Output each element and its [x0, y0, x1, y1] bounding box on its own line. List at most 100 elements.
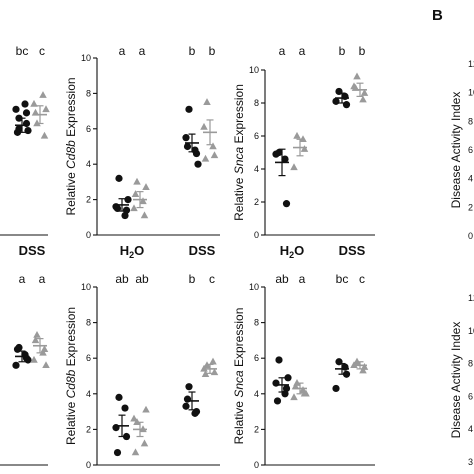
significance-letter: a [299, 44, 306, 58]
data-point-dss-marker [300, 145, 309, 152]
data-point-h2o-marker [24, 356, 32, 364]
y-tick-label: 8 [254, 98, 259, 108]
x-category-label: H2O [120, 243, 145, 260]
data-point-h2o-marker [113, 204, 122, 213]
y-tick-label: 12 [468, 59, 474, 69]
data-point-dss-marker [42, 105, 50, 113]
significance-letter: a [19, 272, 26, 286]
x-category-label: DSS [189, 243, 216, 258]
significance-letter: c [39, 44, 45, 58]
data-point-h2o-marker [273, 397, 282, 405]
significance-letter: ab [135, 272, 149, 286]
y-tick-label: 0 [86, 460, 91, 470]
data-point-dss-marker [293, 131, 301, 139]
data-point-h2o-marker [13, 345, 22, 353]
y-tick-label: 6 [86, 353, 91, 363]
data-point-dss-marker [39, 91, 47, 98]
data-point-dss-marker [33, 330, 41, 338]
data-point-h2o-marker [113, 448, 122, 457]
significance-letter: b [209, 44, 216, 58]
significance-letter: a [299, 272, 306, 286]
significance-letter: c [209, 272, 215, 286]
data-point-h2o-marker [342, 370, 351, 378]
y-tick-label: 4 [468, 424, 473, 434]
data-point-dss-marker [290, 393, 298, 401]
data-point-h2o-marker [13, 128, 22, 136]
data-point-dss-marker [359, 95, 367, 103]
y-tick-label: 6 [254, 353, 259, 363]
data-point-dss-marker [302, 389, 310, 397]
data-point-h2o-marker [185, 105, 193, 113]
data-point-h2o-marker [121, 211, 129, 220]
data-point-dss-marker [130, 204, 138, 212]
data-point-h2o-marker [115, 393, 123, 401]
y-tick-label: 8 [86, 88, 91, 98]
significance-letter: b [189, 44, 196, 58]
x-category-label: H2O [280, 243, 305, 260]
significance-letter: ab [115, 272, 129, 286]
y-tick-label: 2 [468, 202, 473, 212]
data-point-dss-marker [360, 88, 369, 96]
y-axis-title: Relative Snca Expression [232, 308, 246, 445]
data-point-h2o-marker [284, 374, 292, 382]
data-point-dss-marker [142, 405, 150, 413]
y-axis-title: Relative Cd8b Expression [64, 307, 78, 445]
data-point-h2o-marker [121, 404, 129, 412]
data-point-h2o-marker [183, 142, 192, 151]
y-tick-label: 4 [254, 164, 259, 174]
data-point-dss-marker [31, 336, 40, 344]
y-tick-label: 8 [86, 318, 91, 328]
data-point-dss-marker [40, 131, 49, 139]
data-point-h2o-marker [12, 361, 20, 369]
x-category-label: DSS [339, 243, 366, 258]
data-point-dss-marker [30, 355, 38, 363]
data-point-dss-marker [290, 163, 298, 171]
data-point-h2o-marker [282, 200, 291, 208]
data-point-h2o-marker [182, 134, 190, 142]
y-axis-title: Relative Cd8b Expression [64, 77, 78, 215]
data-point-h2o-marker [22, 109, 31, 117]
data-point-dss-marker [42, 361, 50, 369]
y-tick-label: 3 [468, 457, 473, 467]
y-tick-label: 8 [468, 116, 473, 126]
data-point-dss-marker [299, 386, 307, 393]
data-point-h2o-marker [185, 383, 193, 391]
significance-letter: c [359, 272, 365, 286]
y-tick-label: 2 [86, 195, 91, 205]
significance-letter: b [339, 44, 346, 58]
data-point-h2o-marker [342, 101, 351, 109]
y-tick-label: 2 [254, 197, 259, 207]
data-point-dss-marker [140, 211, 149, 219]
y-tick-label: 6 [468, 391, 473, 401]
data-point-h2o-marker [124, 196, 132, 204]
data-point-dss-marker [200, 122, 208, 130]
significance-letter: bc [336, 272, 349, 286]
y-axis-title: Disease Activity Index [449, 322, 463, 439]
y-tick-label: 0 [254, 230, 259, 240]
y-tick-label: 0 [468, 231, 473, 241]
data-point-dss-marker [359, 366, 367, 374]
y-tick-label: 12 [468, 293, 474, 303]
y-tick-label: 6 [254, 131, 259, 141]
data-point-dss-marker [210, 151, 219, 159]
data-point-dss-marker [30, 99, 38, 107]
significance-letter: b [359, 44, 366, 58]
data-point-h2o-marker [194, 160, 202, 168]
x-category-label: DSS [19, 243, 46, 258]
data-point-dss-marker [201, 370, 210, 377]
y-tick-label: 8 [468, 359, 473, 369]
data-point-dss-marker [140, 439, 149, 447]
y-axis-title: Disease Activity Index [449, 92, 463, 209]
data-point-dss-marker [203, 98, 211, 105]
y-axis-title: Relative Snca Expression [232, 84, 246, 221]
significance-letter: a [39, 272, 46, 286]
y-tick-label: 4 [86, 159, 91, 169]
data-point-dss-marker [131, 448, 140, 456]
data-point-dss-marker [39, 348, 47, 356]
y-tick-label: 10 [81, 53, 91, 63]
y-tick-label: 0 [86, 230, 91, 240]
data-point-h2o-marker [191, 409, 199, 417]
